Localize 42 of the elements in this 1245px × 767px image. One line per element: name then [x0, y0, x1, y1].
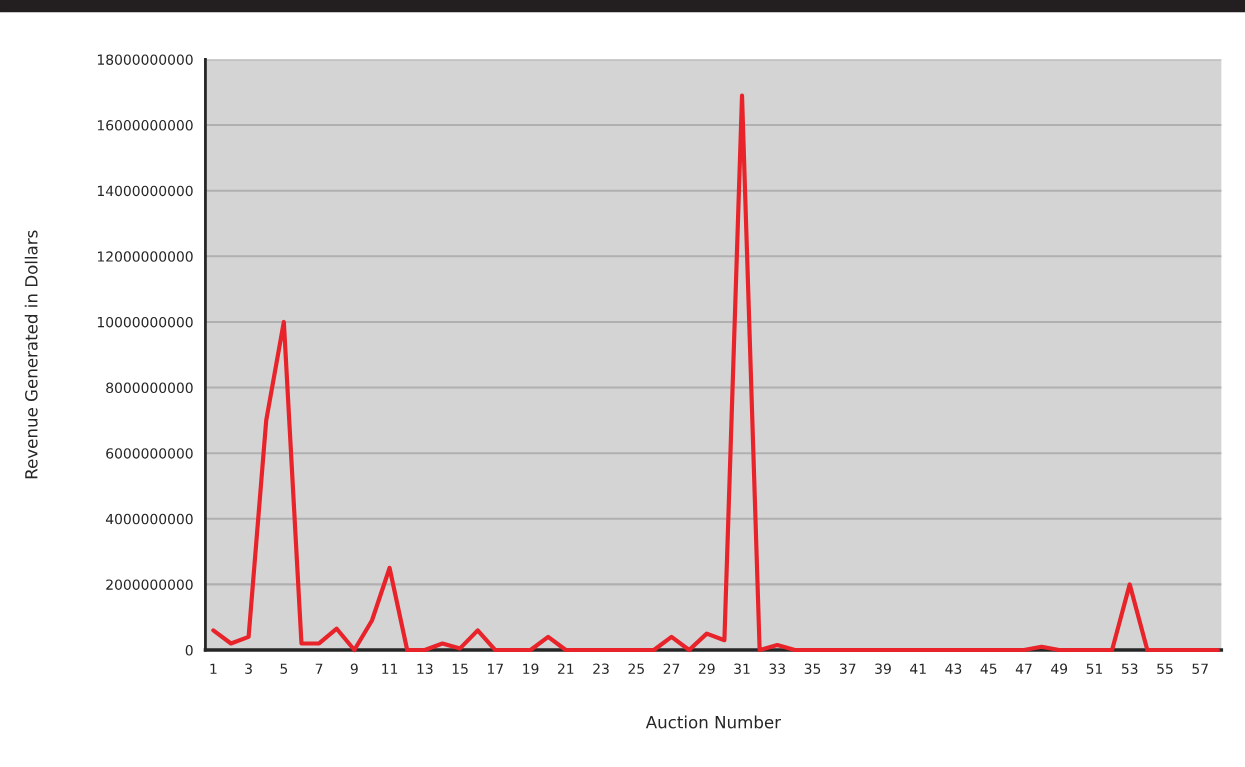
x-tick-label: 45 — [980, 663, 997, 674]
x-tick-label: 17 — [488, 663, 503, 674]
line-series — [211, 93, 1220, 653]
y-tick-label: 18000000000 — [97, 54, 193, 65]
x-tick-label: 31 — [734, 663, 750, 674]
y-tick-label: 0 — [185, 645, 193, 656]
x-tick-label: 11 — [382, 663, 398, 674]
x-tick-label: 53 — [1121, 663, 1138, 674]
x-tick-label: 13 — [417, 663, 433, 674]
y-tick-label: 10000000000 — [97, 316, 193, 328]
x-tick-label: 43 — [945, 663, 962, 674]
x-tick-label: 51 — [1086, 663, 1103, 674]
x-tick-label: 37 — [839, 663, 856, 674]
x-tick-label: 47 — [1015, 663, 1032, 674]
y-tick-label: 6000000000 — [106, 448, 193, 459]
y-tick-label: 14000000000 — [97, 185, 193, 197]
x-tick-label: 41 — [910, 663, 926, 674]
y-tick-label: 16000000000 — [97, 120, 193, 131]
x-tick-label: 27 — [663, 663, 680, 674]
x-tick-label: 25 — [628, 663, 644, 674]
y-tick-label: 4000000000 — [105, 513, 193, 525]
x-tick-label: 7 — [315, 663, 323, 674]
x-tick-label: 49 — [1051, 663, 1068, 674]
x-tick-label: 23 — [593, 663, 609, 674]
x-tick-label: 3 — [245, 663, 252, 674]
y-axis-title: Revenue Generated in Dollars — [24, 230, 38, 479]
y-tick-label: 2000000000 — [106, 579, 193, 590]
x-tick-label: 15 — [452, 663, 468, 674]
x-tick-label: 39 — [875, 663, 891, 674]
x-tick-label: 57 — [1192, 663, 1208, 674]
x-tick-label: 33 — [769, 663, 785, 674]
x-tick-label: 35 — [804, 663, 821, 674]
x-tick-label: 5 — [280, 663, 288, 674]
x-tick-label: 1 — [210, 663, 217, 674]
y-tick-label: 12000000000 — [97, 251, 193, 262]
x-tick-label: 9 — [350, 663, 358, 674]
x-tick-label: 55 — [1157, 663, 1173, 674]
x-tick-label: 21 — [557, 663, 574, 674]
x-tick-label: 29 — [698, 663, 715, 674]
y-tick-label: 8000000000 — [106, 382, 193, 394]
x-axis-title: Auction Number — [645, 715, 782, 729]
x-tick-label: 19 — [523, 663, 539, 674]
